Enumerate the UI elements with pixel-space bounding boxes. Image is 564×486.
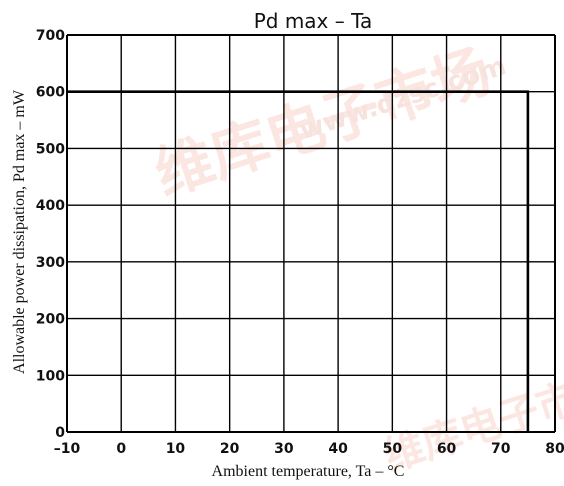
y-tick-label: 300 xyxy=(36,255,65,271)
y-tick-labels: 0 100 200 300 400 500 600 700 xyxy=(36,28,65,441)
x-tick-label: 40 xyxy=(328,441,348,457)
y-tick-label: 500 xyxy=(36,141,65,157)
y-tick-label: 700 xyxy=(36,28,65,44)
y-tick-label: 400 xyxy=(36,198,65,214)
watermark-cn-2: 维库电子市场 xyxy=(378,362,564,480)
x-tick-label: 60 xyxy=(437,441,457,457)
y-axis-label: Allowable power dissipation, Pd max – mW xyxy=(11,89,28,374)
derating-line xyxy=(67,90,530,432)
x-tick-label: 80 xyxy=(545,441,564,457)
y-tick-label: 100 xyxy=(36,368,65,384)
x-tick-labels: –10 0 10 20 30 40 50 60 70 80 xyxy=(54,441,564,457)
x-tick-label: 70 xyxy=(491,441,511,457)
x-tick-label: 30 xyxy=(274,441,294,457)
chart-title: Pd max – Ta xyxy=(254,9,373,33)
x-tick-label: 50 xyxy=(383,441,403,457)
x-tick-label: 20 xyxy=(220,441,240,457)
x-tick-label: 10 xyxy=(166,441,186,457)
y-tick-label: 0 xyxy=(55,425,65,441)
series-layer xyxy=(67,90,530,432)
y-tick-label: 200 xyxy=(36,312,65,328)
y-tick-label: 600 xyxy=(36,85,65,101)
x-tick-label: 0 xyxy=(116,441,126,457)
grid xyxy=(66,34,556,433)
x-tick-label: –10 xyxy=(54,441,81,457)
x-axis-label: Ambient temperature, Ta – °C xyxy=(212,463,405,480)
